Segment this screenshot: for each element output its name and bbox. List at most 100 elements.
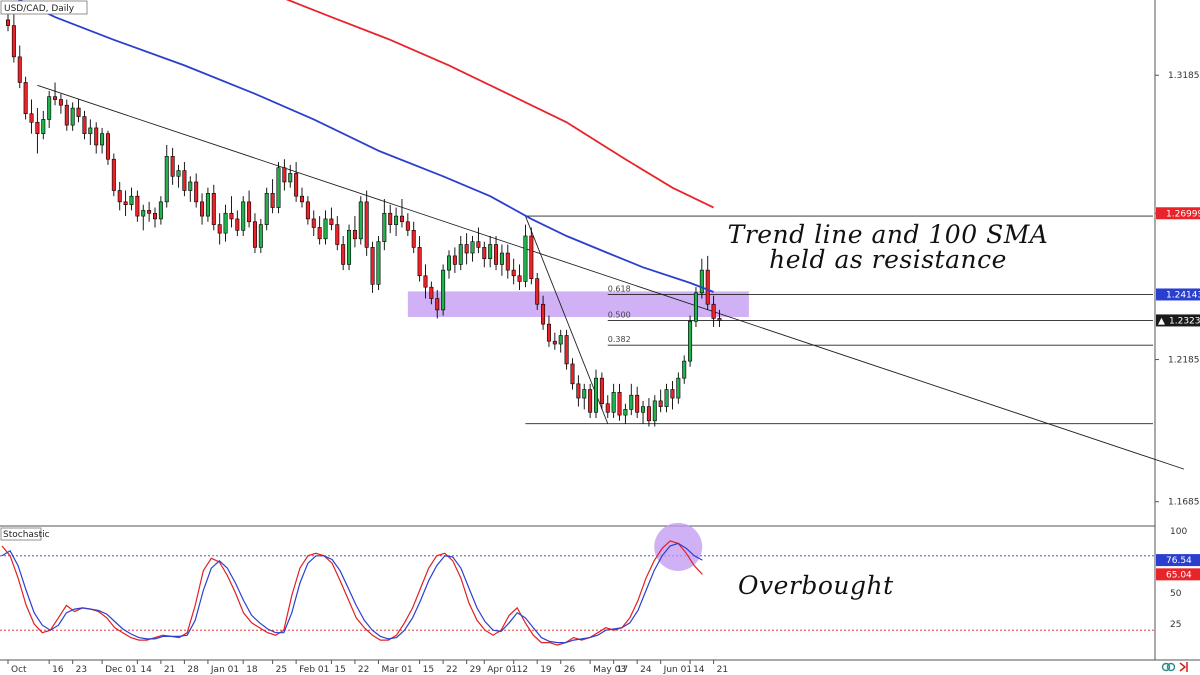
- stochastic-d-line: [1, 542, 703, 644]
- candle-body-bear: [11, 25, 16, 58]
- x-tick-label: 18: [246, 665, 258, 675]
- candle: [558, 329, 563, 353]
- candle-body-bear: [364, 201, 369, 248]
- candle-body-bull: [470, 241, 475, 254]
- candle-body-bull: [129, 195, 134, 206]
- candle: [288, 164, 293, 188]
- x-tick-label: May 03: [593, 665, 626, 675]
- candle: [370, 241, 375, 293]
- candle: [570, 358, 575, 390]
- candle-body-bear: [123, 201, 128, 206]
- price-badge-label: 1.23230: [1169, 316, 1200, 326]
- candle-body-bear: [435, 298, 440, 311]
- candle-body-bull: [523, 235, 528, 282]
- candle: [435, 290, 440, 319]
- candle: [405, 213, 410, 236]
- x-tick-label: 21: [717, 665, 728, 675]
- x-tick-label: 28: [187, 665, 199, 675]
- x-tick-label: 12: [517, 665, 528, 675]
- candle: [188, 176, 193, 202]
- candle: [41, 110, 46, 140]
- candle-body-bull: [141, 210, 146, 217]
- candle-body-bear: [464, 244, 469, 254]
- candle-body-bull: [488, 244, 493, 260]
- candle-body-bear: [335, 224, 340, 245]
- candle-body-bear: [711, 303, 716, 319]
- candle-body-bear: [235, 218, 240, 231]
- candle: [541, 295, 546, 330]
- candle-body-bull: [699, 269, 704, 294]
- candle: [494, 235, 499, 271]
- candle-body-bear: [6, 19, 11, 26]
- candle-body-bull: [41, 119, 46, 134]
- candle-body-bear: [576, 383, 581, 399]
- candle-body-bull: [205, 193, 210, 217]
- candle: [382, 199, 387, 251]
- candle-body-bear: [252, 221, 257, 248]
- candle: [158, 196, 163, 225]
- price-badge: [1156, 207, 1200, 220]
- x-tick-label: 19: [540, 665, 552, 675]
- candle: [241, 196, 246, 236]
- chart-title-box: [0, 0, 88, 15]
- x-tick-label: Apr 01: [487, 665, 517, 675]
- trend-line: [37, 84, 1185, 470]
- candle: [411, 221, 416, 254]
- x-tick-label: Feb 01: [299, 665, 329, 675]
- candle: [235, 210, 240, 236]
- candle: [617, 383, 622, 421]
- candle-body-bull: [288, 173, 293, 183]
- stochastic-badge: [1156, 568, 1200, 581]
- candle-body-bull: [458, 244, 463, 265]
- candle-body-bull: [688, 320, 693, 362]
- candle: [652, 395, 657, 427]
- candle-body-bull: [629, 394, 634, 410]
- candle-body-bull: [611, 392, 616, 413]
- candle-body-bear: [200, 201, 205, 217]
- candle-body-bull: [582, 389, 587, 399]
- candle-body-bull: [623, 409, 628, 416]
- candle: [417, 235, 422, 282]
- candle: [35, 108, 40, 154]
- candle: [552, 332, 557, 350]
- candle-body-bear: [717, 318, 722, 321]
- candle-body-bull: [499, 252, 504, 265]
- candle: [693, 287, 698, 327]
- x-tick-label: 15: [423, 665, 434, 675]
- candle-body-bear: [111, 158, 116, 191]
- candle-body-bear: [270, 193, 275, 208]
- x-tick-label: Oct: [11, 665, 27, 675]
- candle: [464, 233, 469, 265]
- candle: [605, 395, 610, 418]
- candle-body-bear: [482, 247, 487, 260]
- candle: [676, 372, 681, 404]
- candle-body-bear: [299, 195, 304, 203]
- candle-body-bear: [341, 244, 346, 265]
- candle-body-bull: [176, 170, 181, 177]
- candle: [452, 247, 457, 273]
- candle-body-bear: [646, 406, 651, 422]
- candle: [376, 235, 381, 291]
- candle-body-bear: [405, 221, 410, 231]
- price-badge: [1156, 288, 1200, 301]
- x-tick-label: Jan 01: [210, 665, 239, 675]
- candle-body-bull: [394, 215, 399, 225]
- candle: [305, 196, 310, 225]
- candle: [205, 187, 210, 222]
- candle: [276, 162, 281, 214]
- candle: [711, 295, 716, 327]
- sync-icon[interactable]: [1161, 662, 1176, 672]
- candle: [270, 179, 275, 214]
- candle-body-bear: [541, 303, 546, 325]
- candle-body-bear: [511, 269, 516, 277]
- candle: [23, 76, 28, 120]
- y-tick-label: 1.16854: [1168, 498, 1200, 508]
- shift-chart-icon[interactable]: [1179, 662, 1188, 672]
- candle-body-bear: [529, 235, 534, 279]
- annotation-line-2: held as resistance: [769, 245, 1007, 274]
- candle-body-bear: [182, 170, 187, 191]
- candle-body-bear: [505, 252, 510, 271]
- candle: [200, 193, 205, 225]
- stochastic-title: Stochastic: [3, 530, 50, 540]
